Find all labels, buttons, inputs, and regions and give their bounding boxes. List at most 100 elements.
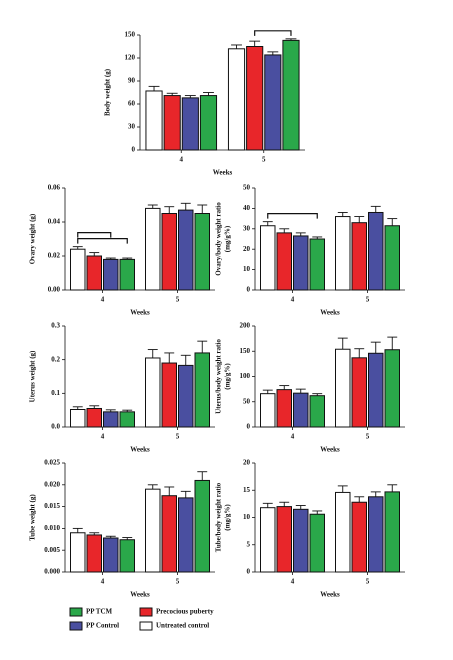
bar bbox=[335, 348, 351, 428]
x-tick-label: 4 bbox=[180, 156, 184, 164]
bar bbox=[293, 235, 309, 291]
y-tick-label: 0.0 bbox=[51, 423, 60, 431]
x-tick-label: 4 bbox=[101, 578, 105, 586]
y-tick-label: 20 bbox=[243, 459, 251, 467]
y-axis-label: Ovary weight (g) bbox=[29, 213, 37, 264]
y-tick-label: 0.04 bbox=[48, 218, 61, 226]
y-tick-label: 0.020 bbox=[44, 480, 60, 488]
bar bbox=[282, 39, 300, 151]
y-tick-label: 50 bbox=[243, 397, 251, 405]
bar bbox=[163, 95, 181, 151]
x-tick-label: 4 bbox=[291, 578, 295, 586]
x-axis-label: Weeks bbox=[320, 446, 340, 454]
bar bbox=[178, 209, 194, 291]
y-tick-label: 0.2 bbox=[51, 355, 60, 363]
bar bbox=[145, 90, 163, 151]
bar bbox=[246, 46, 264, 151]
y-tick-label: 0 bbox=[132, 146, 136, 154]
bar bbox=[276, 506, 292, 573]
bar bbox=[145, 207, 161, 291]
bar bbox=[368, 496, 384, 573]
bar bbox=[368, 211, 384, 291]
y-tick-label: 0.1 bbox=[51, 389, 60, 397]
y-tick-label: 0.025 bbox=[44, 459, 60, 467]
y-tick-label: 30 bbox=[243, 224, 251, 232]
y-axis-label: Tube weight (g) bbox=[29, 494, 37, 541]
x-tick-label: 5 bbox=[366, 578, 370, 586]
bar bbox=[309, 238, 325, 291]
x-axis-label: Weeks bbox=[213, 169, 233, 177]
y-tick-label: 0.06 bbox=[48, 184, 61, 192]
legend-swatch bbox=[69, 607, 83, 617]
x-axis-label: Weeks bbox=[130, 446, 150, 454]
bar bbox=[194, 213, 210, 291]
bar bbox=[351, 357, 367, 428]
bar bbox=[194, 352, 210, 428]
bar bbox=[145, 357, 161, 428]
bar bbox=[119, 539, 135, 573]
bar bbox=[309, 395, 325, 428]
x-tick-label: 5 bbox=[366, 433, 370, 441]
legend-swatch bbox=[139, 607, 153, 617]
y-axis-label: Uterus weight (g) bbox=[29, 350, 37, 402]
y-tick-label: 0.000 bbox=[44, 568, 60, 576]
x-axis-label: Weeks bbox=[320, 309, 340, 317]
y-tick-label: 20 bbox=[243, 245, 251, 253]
y-tick-label: 60 bbox=[128, 100, 136, 108]
y-tick-label: 0.00 bbox=[48, 286, 61, 294]
bar bbox=[276, 232, 292, 291]
legend-swatch bbox=[139, 621, 153, 631]
x-tick-label: 5 bbox=[262, 156, 266, 164]
y-axis-label: (mg/g%) bbox=[224, 363, 232, 390]
bar bbox=[384, 491, 400, 573]
bar bbox=[145, 488, 161, 573]
y-tick-label: 10 bbox=[243, 265, 251, 273]
bar bbox=[161, 213, 177, 291]
y-tick-label: 10 bbox=[243, 513, 251, 521]
bar bbox=[264, 54, 282, 151]
y-tick-label: 40 bbox=[243, 204, 251, 212]
x-axis-label: Weeks bbox=[320, 591, 340, 599]
bar bbox=[70, 532, 86, 573]
bar bbox=[119, 258, 135, 291]
bar bbox=[309, 513, 325, 573]
bar bbox=[103, 258, 119, 291]
y-tick-label: 0.010 bbox=[44, 524, 60, 532]
bar bbox=[86, 407, 102, 428]
y-tick-label: 90 bbox=[128, 77, 136, 85]
bar bbox=[86, 255, 102, 291]
bar bbox=[103, 537, 119, 573]
y-tick-label: 0 bbox=[247, 423, 251, 431]
bar bbox=[178, 497, 194, 573]
bar bbox=[276, 389, 292, 428]
bar bbox=[103, 411, 119, 428]
y-axis-label: Tube/body weight ratio bbox=[215, 482, 223, 552]
bar bbox=[178, 364, 194, 428]
x-tick-label: 5 bbox=[176, 296, 180, 304]
y-tick-label: 0.005 bbox=[44, 546, 60, 554]
bar bbox=[181, 97, 199, 151]
bar bbox=[293, 392, 309, 428]
legend-swatch bbox=[69, 621, 83, 631]
x-tick-label: 5 bbox=[176, 433, 180, 441]
bar bbox=[335, 216, 351, 291]
significance-bracket bbox=[267, 213, 318, 219]
y-tick-label: 120 bbox=[125, 54, 136, 62]
bar bbox=[227, 48, 246, 151]
x-tick-label: 4 bbox=[101, 296, 105, 304]
y-tick-label: 200 bbox=[240, 322, 251, 330]
bar bbox=[161, 495, 177, 573]
bar bbox=[260, 225, 276, 291]
y-tick-label: 150 bbox=[125, 31, 136, 39]
bar bbox=[260, 393, 276, 428]
bar bbox=[199, 95, 218, 151]
significance-bracket bbox=[254, 30, 292, 36]
x-axis-label: Weeks bbox=[130, 591, 150, 599]
bar bbox=[351, 222, 367, 291]
y-axis-label: (mg/g%) bbox=[224, 504, 232, 531]
y-tick-label: 150 bbox=[240, 347, 251, 355]
legend-label: PP Control bbox=[86, 622, 119, 630]
y-tick-label: 50 bbox=[243, 184, 251, 192]
bar bbox=[86, 534, 102, 573]
